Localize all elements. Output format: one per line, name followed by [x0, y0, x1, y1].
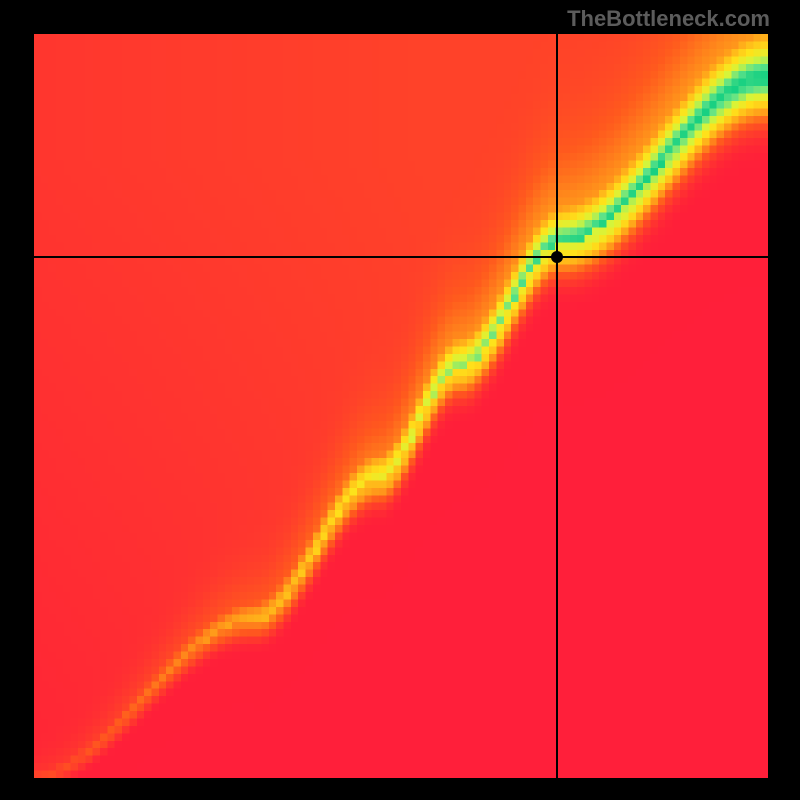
crosshair-marker[interactable] — [551, 251, 563, 263]
crosshair-horizontal — [34, 256, 768, 258]
watermark-text: TheBottleneck.com — [567, 6, 770, 32]
heatmap-plot — [34, 34, 768, 778]
crosshair-vertical — [556, 34, 558, 778]
heatmap-canvas — [34, 34, 768, 778]
